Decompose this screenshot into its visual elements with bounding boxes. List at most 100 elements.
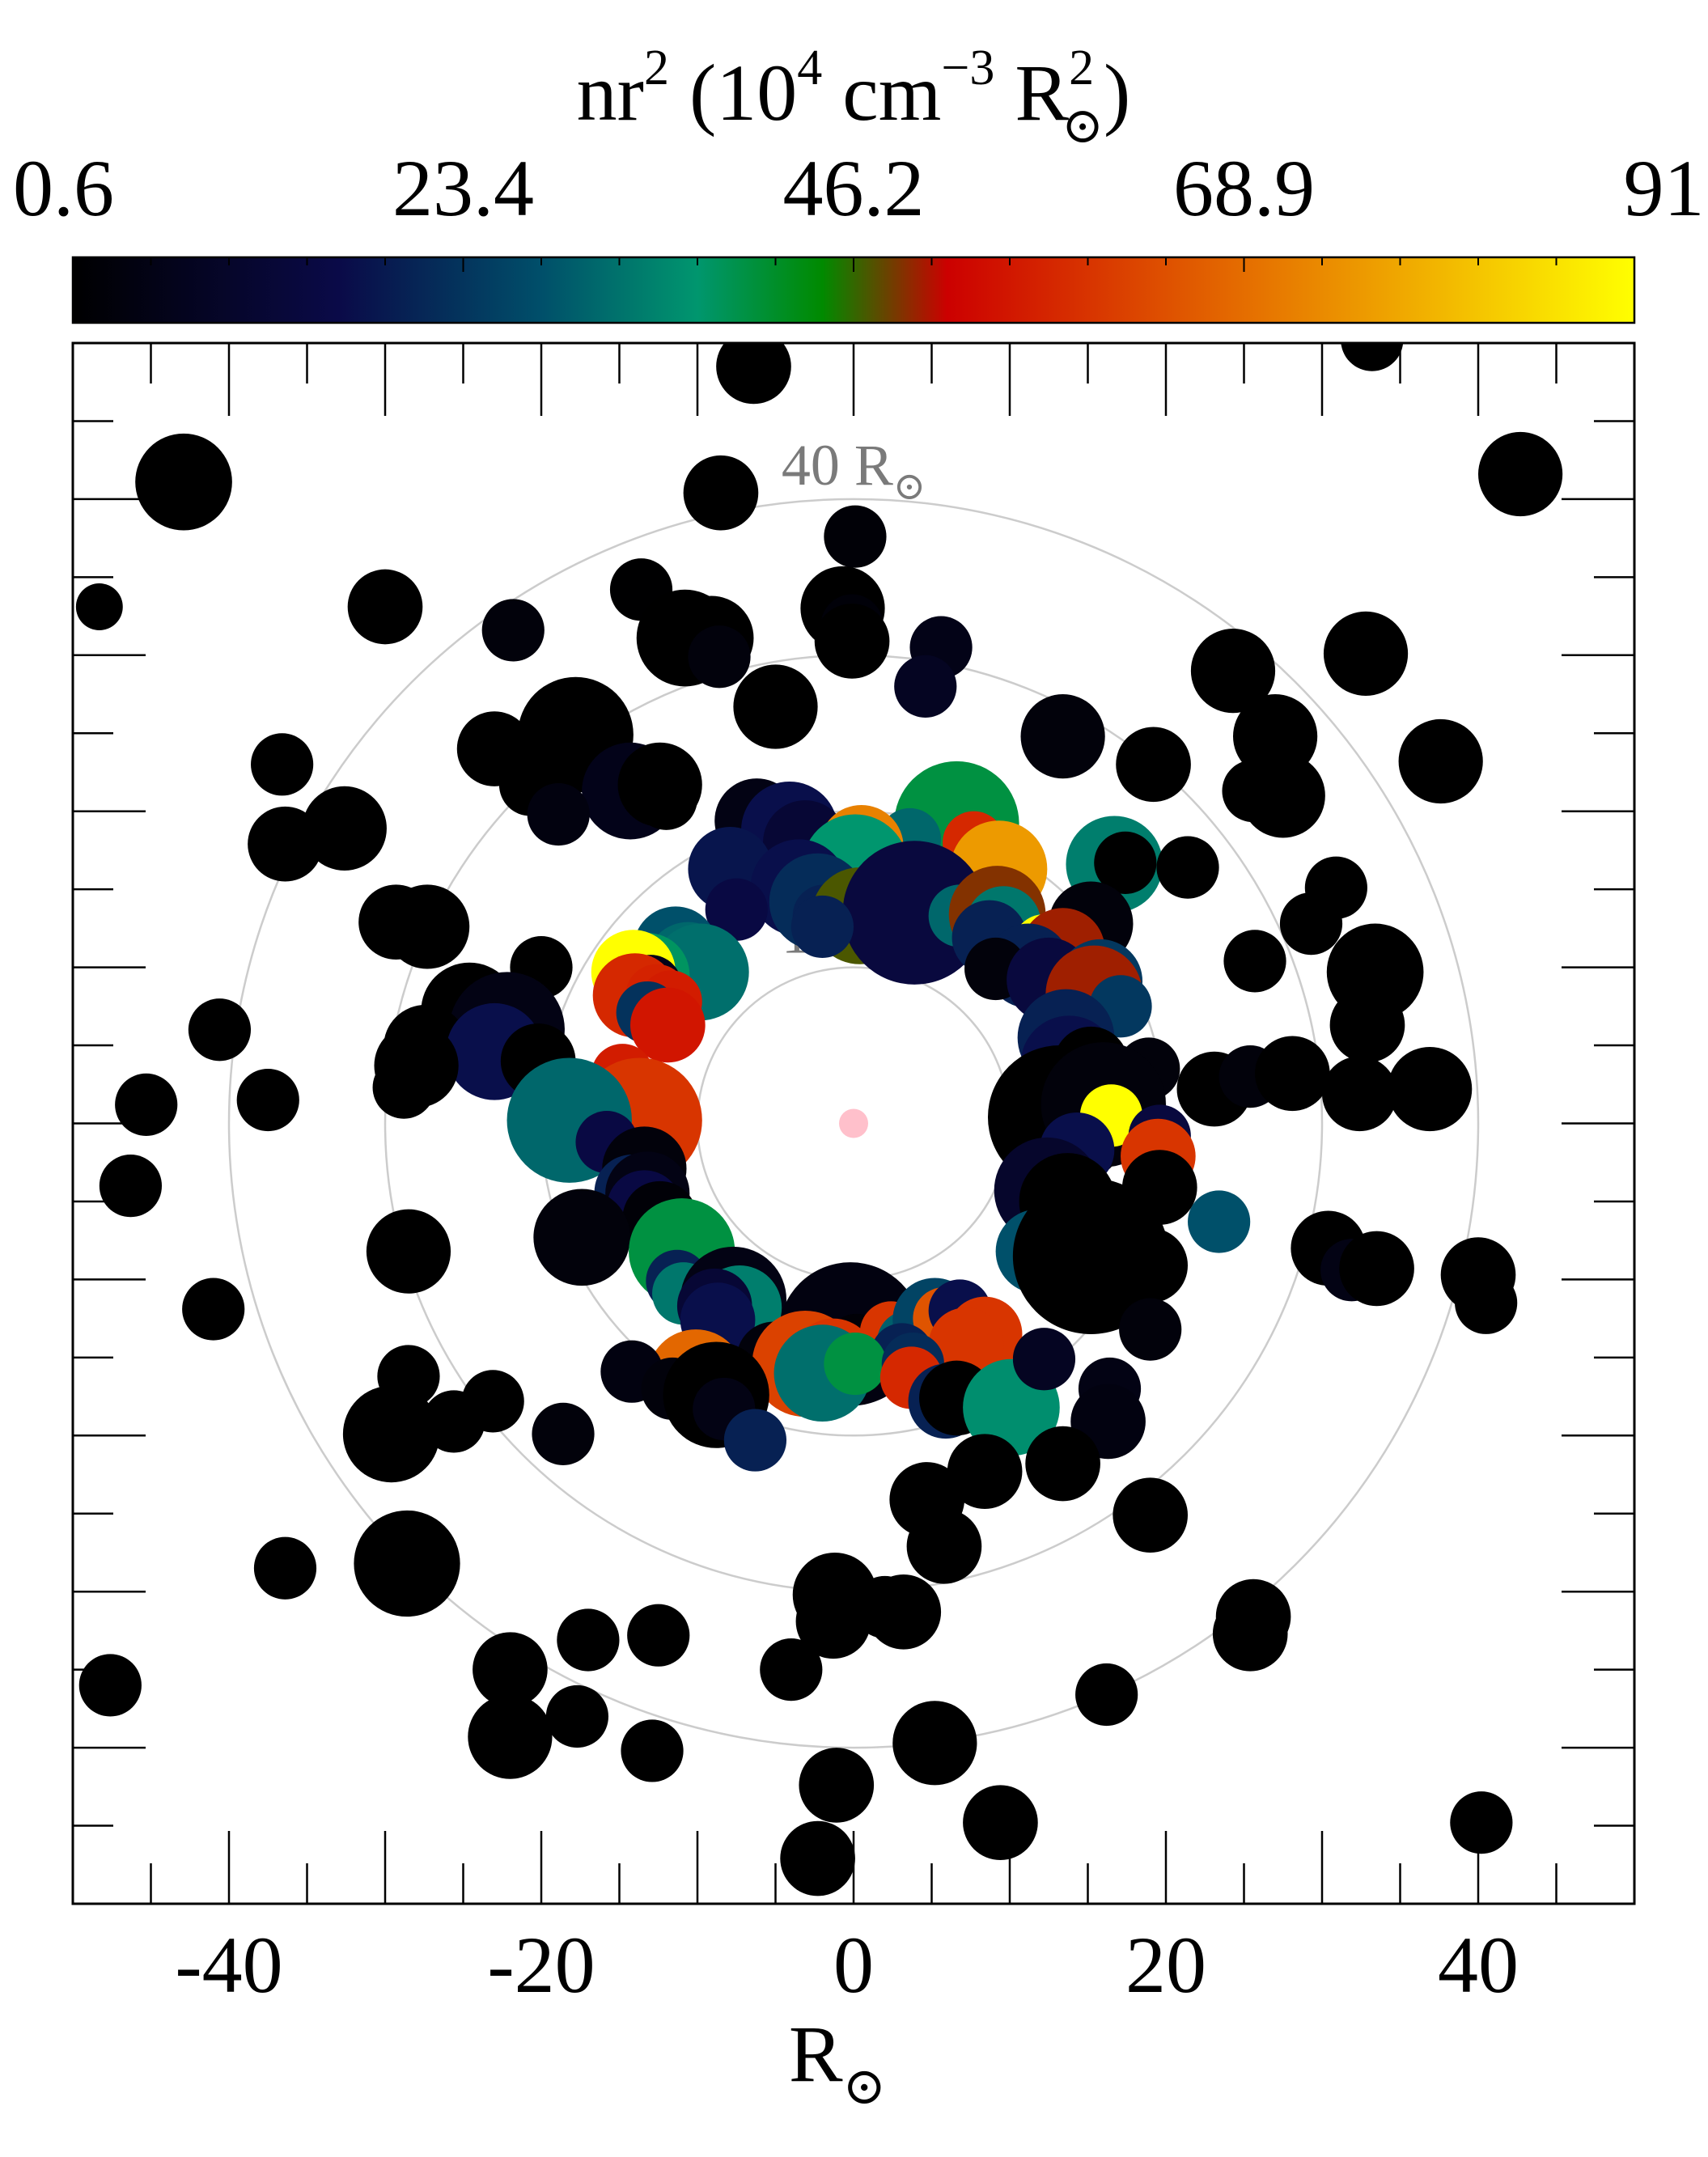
data-point — [473, 1632, 548, 1707]
data-point — [842, 841, 987, 985]
reference-ring — [227, 498, 1480, 1749]
x-tick-labels: -40 -20 0 20 40 — [175, 1920, 1519, 2010]
reference-ring-label: 40 R⊙ — [782, 433, 926, 508]
data-point — [182, 1278, 245, 1341]
data-point — [354, 1510, 460, 1617]
data-point — [99, 1155, 163, 1218]
colorbar-tick-label: 0.6 — [13, 143, 114, 233]
colorbar-tick-label: 68.9 — [1173, 143, 1315, 233]
colorbar-title-part2: (10 — [669, 48, 797, 138]
colorbar-tick-label: 46.2 — [783, 143, 925, 233]
data-point — [468, 1694, 553, 1779]
data-point — [906, 1508, 982, 1584]
data-point — [621, 1719, 684, 1782]
data-point — [481, 599, 545, 662]
data-point — [963, 1785, 1038, 1861]
data-point — [532, 1402, 595, 1465]
data-point — [795, 1583, 871, 1659]
data-point — [347, 569, 423, 645]
x-axis-label-sun: ⊙ — [843, 2057, 887, 2115]
colorbar-title-sup1: 2 — [644, 40, 669, 95]
data-point — [634, 767, 698, 830]
data-point — [533, 1189, 631, 1286]
data-point — [527, 782, 590, 846]
colorbar-title-part4: R — [994, 48, 1069, 138]
data-point — [1223, 930, 1286, 993]
colorbar-title-sup3: −3 — [941, 40, 994, 95]
data-point — [1212, 1596, 1288, 1672]
x-axis-label: R⊙ — [789, 2009, 886, 2115]
data-point — [1113, 1477, 1189, 1553]
data-point — [1156, 836, 1219, 899]
data-point — [545, 1684, 608, 1748]
data-point — [894, 655, 957, 718]
data-point — [1075, 1663, 1138, 1727]
data-point — [1025, 1426, 1100, 1502]
data-point — [1398, 718, 1483, 804]
data-point — [385, 884, 470, 969]
plot-area: 10 R⊙40 R⊙ — [71, 341, 1636, 1905]
data-point — [366, 1209, 451, 1294]
data-point — [1119, 1298, 1182, 1361]
x-axis-label-text: R — [789, 2009, 843, 2099]
colorbar-title-sun: ⊙ — [1062, 99, 1104, 154]
x-tick-label: -20 — [487, 1920, 595, 2010]
data-point — [1322, 1056, 1397, 1132]
data-point — [1190, 628, 1276, 714]
data-point — [78, 1654, 142, 1717]
data-point — [377, 1345, 440, 1408]
data-point — [1323, 611, 1409, 696]
data-point — [236, 1068, 299, 1132]
colorbar-title-part3: cm — [822, 48, 941, 138]
data-points — [75, 343, 1563, 1896]
data-point — [1240, 753, 1325, 838]
data-point — [760, 1638, 823, 1701]
data-point — [248, 806, 323, 882]
axis-ticks — [73, 343, 1634, 1904]
data-point — [630, 987, 706, 1063]
data-point — [557, 1608, 620, 1672]
plot-frame — [71, 341, 1636, 1905]
data-point — [135, 433, 232, 531]
data-point — [1455, 1271, 1518, 1334]
x-tick-label: 20 — [1125, 1920, 1206, 2010]
sun-center-marker — [839, 1108, 868, 1138]
data-point — [688, 625, 751, 689]
data-point — [1279, 892, 1343, 956]
data-point — [1339, 1231, 1414, 1307]
x-tick-label: 0 — [833, 1920, 874, 2010]
colorbar-tick-labels: 0.6 23.4 46.2 68.9 91.7 — [13, 143, 1708, 233]
data-point — [716, 343, 791, 405]
data-point — [461, 1370, 524, 1433]
colorbar-title-base: nr — [577, 48, 644, 138]
data-point — [1255, 1036, 1330, 1112]
data-point — [627, 1604, 690, 1667]
data-point — [1012, 1328, 1076, 1391]
data-point — [799, 1748, 875, 1823]
colorbar-title: nr2 (104 cm−3 R2 ⊙) — [577, 40, 1131, 154]
colorbar-ticks — [72, 257, 1635, 272]
data-point — [251, 733, 314, 796]
x-tick-label: -40 — [175, 1920, 282, 2010]
colorbar-tick-label: 91.7 — [1624, 143, 1708, 233]
colorbar-tick-label: 23.4 — [392, 143, 534, 233]
data-point — [372, 1056, 435, 1119]
data-point — [1116, 727, 1191, 803]
data-point — [188, 998, 252, 1062]
data-point — [814, 604, 890, 679]
data-point — [75, 583, 123, 630]
x-tick-label: 40 — [1438, 1920, 1519, 2010]
data-point — [824, 1332, 887, 1396]
data-point — [1094, 831, 1157, 894]
data-point — [733, 664, 818, 749]
data-point — [723, 1409, 787, 1472]
data-point — [780, 1820, 855, 1896]
data-point — [1020, 693, 1105, 779]
data-point — [1478, 431, 1563, 517]
data-point — [1388, 1046, 1473, 1132]
data-point — [1329, 987, 1405, 1063]
data-point — [1188, 1190, 1251, 1253]
data-point — [1450, 1791, 1513, 1854]
colorbar-title-close: ) — [1104, 48, 1130, 138]
